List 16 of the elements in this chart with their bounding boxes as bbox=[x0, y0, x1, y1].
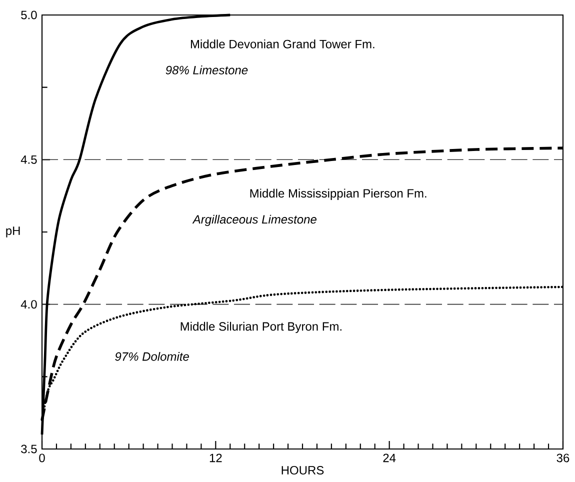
annotation: 97% Dolomite bbox=[115, 352, 189, 361]
series-label: Middle Mississippian Pierson Fm. bbox=[250, 188, 426, 200]
x-axis-title: HOURS bbox=[282, 466, 324, 475]
x-tick-label: 12 bbox=[210, 454, 222, 462]
x-tick-label: 24 bbox=[383, 454, 396, 462]
x-tick-label: 0 bbox=[39, 454, 45, 462]
y-tick-label: 3.5 bbox=[21, 444, 37, 454]
annotation: 98% Limestone bbox=[166, 66, 248, 74]
annotation: Argillaceous Limestone bbox=[192, 214, 316, 226]
x-tick-label: 36 bbox=[556, 454, 570, 462]
series-label: Middle Devonian Grand Tower Fm. bbox=[190, 40, 374, 48]
y-tick-label: 4.0 bbox=[20, 300, 37, 309]
y-tick-label: 5.0 bbox=[21, 10, 37, 20]
y-tick-label: 4.5 bbox=[20, 155, 37, 164]
series-label: Middle Silurian Port Byron Fm. bbox=[180, 322, 342, 334]
y-axis-title: pH bbox=[6, 226, 20, 238]
